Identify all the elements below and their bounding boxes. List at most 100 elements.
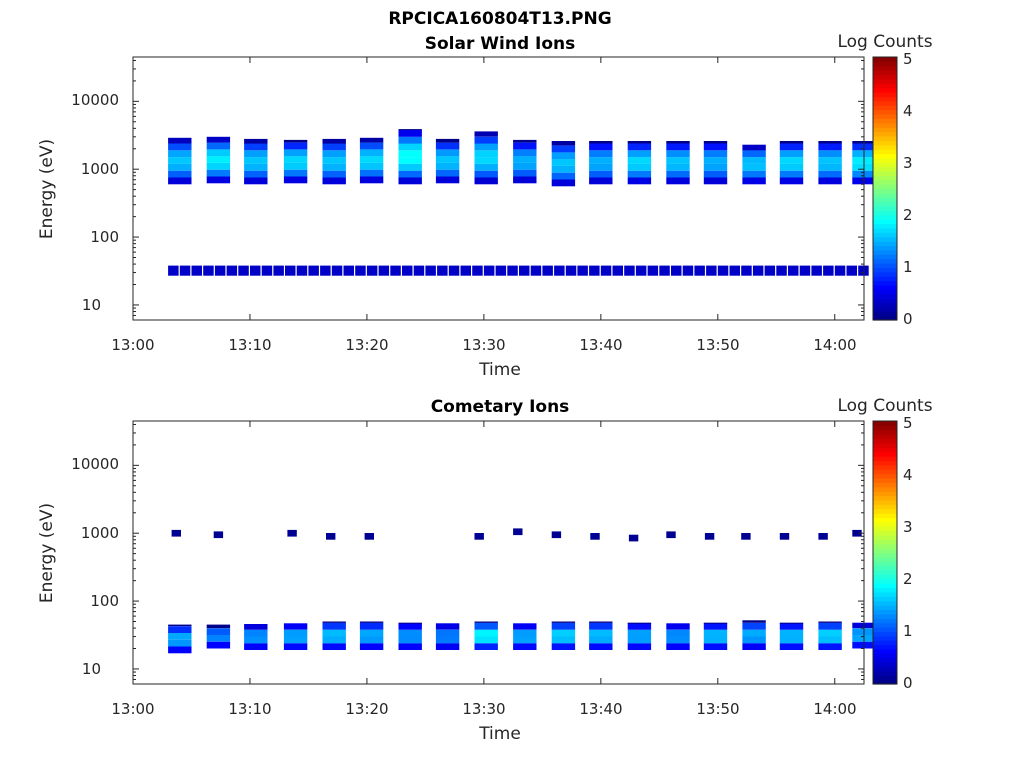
colorbar-segment [873, 162, 897, 168]
spectrogram-cell [779, 622, 804, 624]
colorbar-segment [873, 197, 897, 203]
colorbar-tick-label: 1 [903, 258, 913, 276]
spectrogram-cell [818, 150, 842, 158]
spectrogram-cell [507, 265, 518, 276]
spectrogram-cell [425, 265, 436, 276]
spectrogram-cell [285, 265, 296, 276]
colorbar-segment [873, 648, 897, 654]
spectrogram-cell [359, 169, 384, 177]
spectrogram-cell [474, 643, 498, 650]
spectrogram-cell [554, 265, 565, 276]
x-tick-label: 13:40 [579, 700, 622, 718]
spectrogram-cell [359, 156, 384, 163]
spectrogram-cell [437, 265, 448, 276]
colorbar-segment [873, 486, 897, 492]
colorbar-segment [873, 149, 897, 155]
colorbar-segment [873, 258, 897, 264]
spectrogram-cell [742, 620, 766, 623]
panel2-y-tick-labels: 10 100 1000 10000 [71, 455, 119, 678]
colorbar-segment [873, 280, 897, 286]
colorbar-segment [873, 622, 897, 628]
spectrogram-cell [283, 156, 308, 163]
spectrogram-cell [818, 643, 842, 650]
x-tick-label: 13:30 [462, 700, 505, 718]
panel2-xlabel: Time [478, 724, 521, 744]
spectrogram-cell [474, 157, 498, 164]
spectrogram-cell [776, 265, 787, 276]
spectrogram-cell [551, 152, 576, 160]
spectrogram-cell [666, 643, 690, 650]
panel1-ylabel: Energy (eV) [37, 139, 57, 239]
spectrogram-cell [244, 150, 268, 158]
spectrogram-cell [435, 643, 460, 650]
spectrogram-cell [398, 157, 422, 164]
spectrogram-cell [203, 265, 214, 276]
colorbar-tick-label: 5 [903, 50, 913, 68]
spectrogram-cell [322, 143, 346, 151]
spectrogram-cell [287, 529, 297, 537]
spectrogram-cell [359, 149, 384, 157]
spectrogram-cell [818, 157, 842, 164]
colorbar-segment [873, 565, 897, 571]
colorbar-segment [873, 289, 897, 295]
spectrogram-cell [435, 623, 460, 630]
colorbar-segment [873, 61, 897, 67]
spectrogram-cell [628, 534, 639, 542]
spectrogram-cell [703, 643, 728, 650]
spectrogram-cell [398, 150, 422, 158]
spectrogram-cell [474, 163, 498, 171]
colorbar-frame [872, 420, 898, 685]
spectrogram-cell [788, 265, 799, 276]
colorbar-segment [873, 118, 897, 124]
colorbar-segment [873, 170, 897, 176]
spectrogram-cell [359, 629, 384, 637]
spectrogram-cell [474, 621, 498, 623]
spectrogram-cell [513, 139, 537, 143]
colorbar-tick-label: 3 [903, 518, 913, 536]
spectrogram-cell [435, 149, 460, 157]
colorbar-segment [873, 526, 897, 532]
colorbar-segment [873, 175, 897, 181]
colorbar-segment [873, 429, 897, 435]
spectrogram-cell [513, 176, 537, 184]
colorbar-segment [873, 640, 897, 646]
spectrogram-cell [206, 634, 231, 642]
spectrogram-cell [168, 177, 192, 185]
colorbar-segment [873, 543, 897, 549]
spectrogram-cell [627, 643, 652, 650]
colorbar-segment [873, 100, 897, 106]
colorbar-segment [873, 662, 897, 668]
colorbar-segment [873, 249, 897, 255]
spectrogram-cell [283, 162, 308, 170]
y-tick-label: 100 [90, 228, 119, 246]
spectrogram-cell [779, 622, 804, 630]
spectrogram-cell [779, 643, 804, 650]
spectrogram-cell [322, 157, 346, 164]
colorbar-segment [873, 65, 897, 71]
spectrogram-cell [331, 265, 343, 276]
spectrogram-cell [551, 621, 576, 623]
spectrogram-cell [343, 265, 354, 276]
colorbar-segment [873, 469, 897, 475]
colorbar-segment [873, 87, 897, 93]
spectrogram-cell [742, 150, 766, 158]
spectrogram-cell [398, 636, 422, 644]
colorbar-segment [873, 574, 897, 580]
spectrogram-cell [513, 169, 537, 177]
x-tick-label: 14:00 [813, 336, 856, 354]
spectrogram-cell [398, 143, 422, 151]
spectrogram-cell [742, 163, 766, 171]
spectrogram-cell [322, 629, 346, 637]
panel2-colorbar-label: Log Counts [837, 396, 932, 416]
spectrogram-cell [742, 170, 766, 178]
spectrogram-cell [703, 170, 728, 178]
spectrogram-cell [322, 177, 346, 185]
spectrogram-cell [589, 636, 613, 644]
spectrogram-cell [729, 265, 740, 276]
spectrogram-cell [589, 621, 613, 623]
colorbar-segment [873, 78, 897, 84]
spectrogram-cell [206, 162, 231, 170]
spectrogram-cell [214, 265, 226, 276]
colorbar-segment [873, 263, 897, 268]
